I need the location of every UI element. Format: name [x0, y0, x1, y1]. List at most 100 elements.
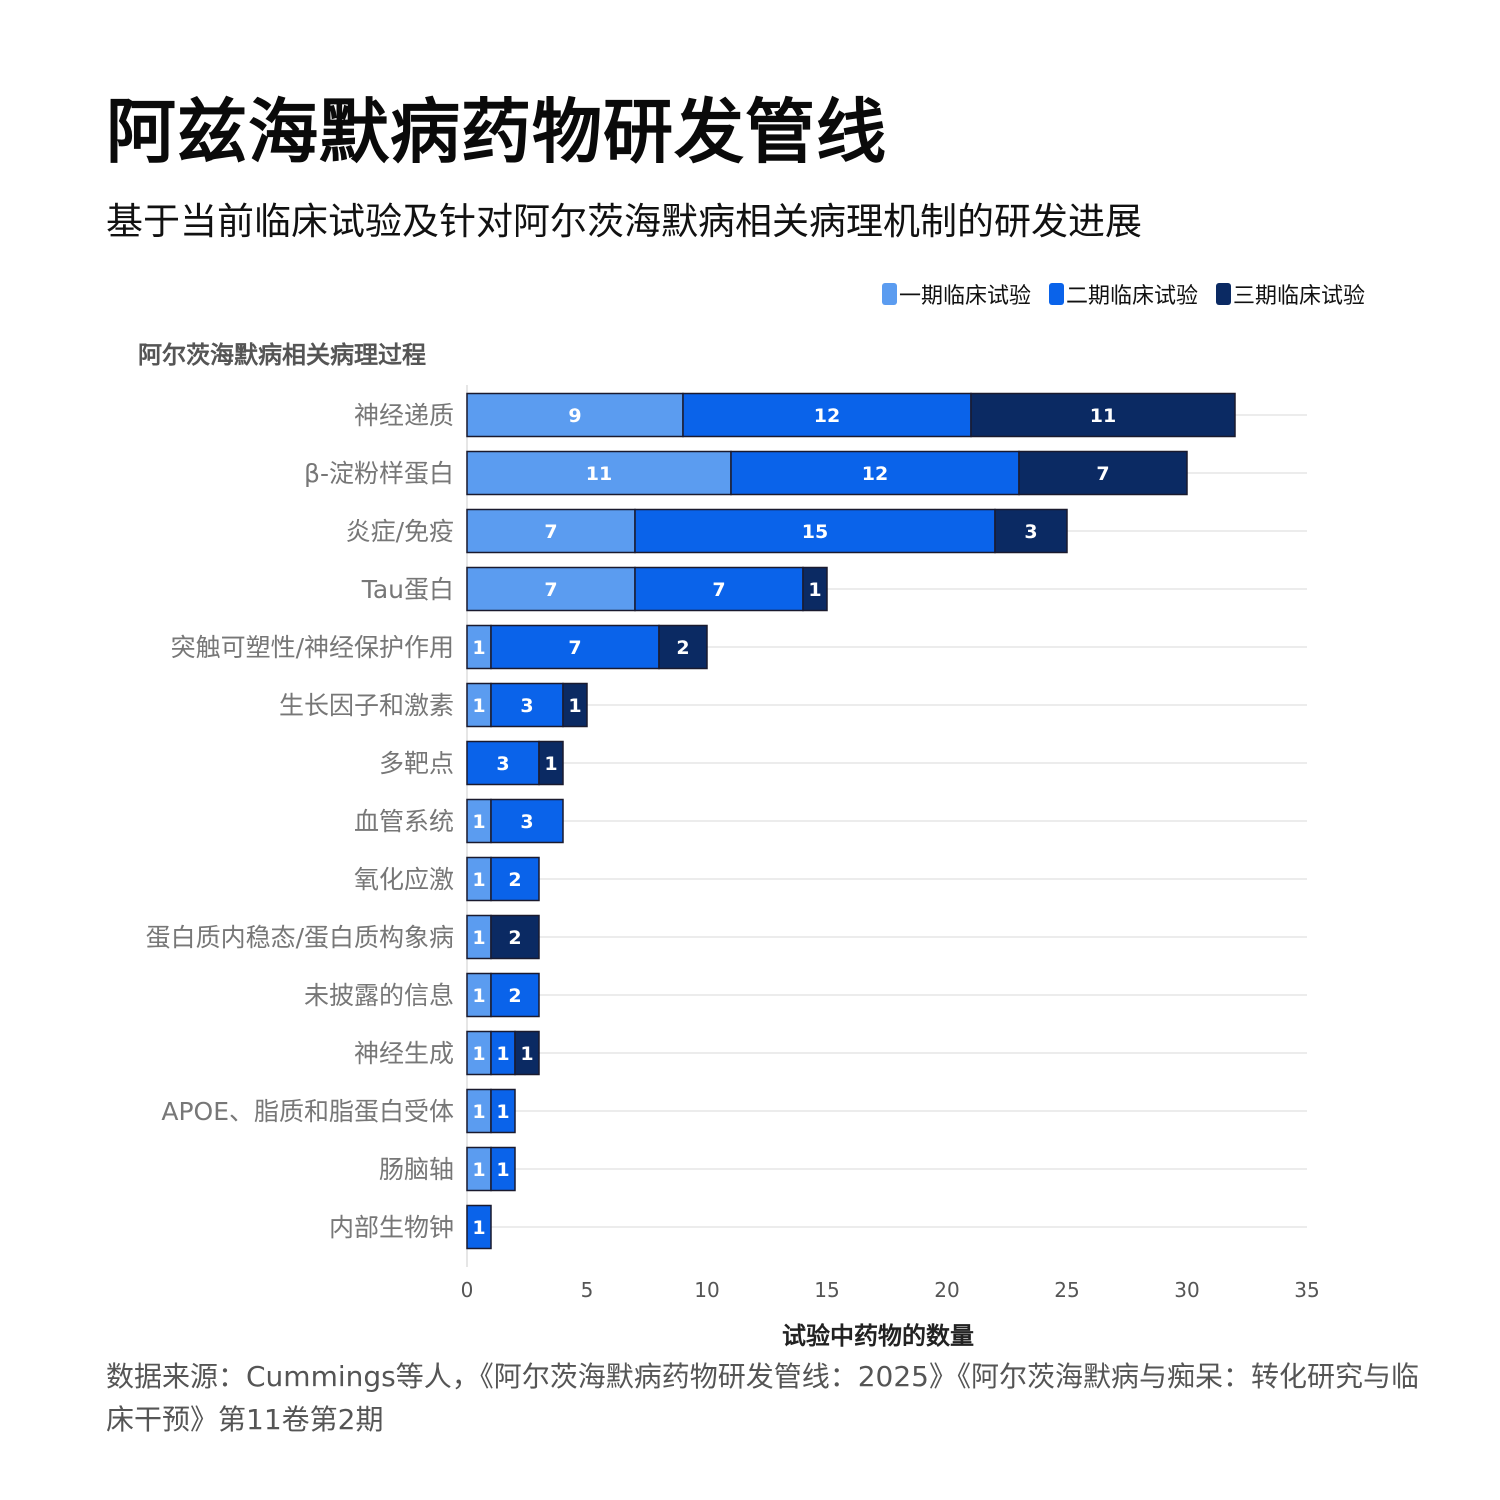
category-label-8: 氧化应激	[354, 865, 454, 894]
bar-phase3-3	[802, 566, 828, 612]
bar-value-phase2-14: 1	[472, 1217, 485, 1239]
category-label-2: 炎症/免疫	[346, 517, 454, 546]
category-label-1: β-淀粉样蛋白	[304, 459, 454, 488]
x-tick-label-1: 5	[581, 1278, 594, 1302]
bar-phase3-9	[490, 914, 540, 960]
category-label-4: 突触可塑性/神经保护作用	[171, 633, 454, 662]
x-tick-label-2: 10	[694, 1278, 719, 1302]
x-tick-label-3: 15	[814, 1278, 839, 1302]
bar-phase2-0	[682, 392, 972, 438]
bar-value-phase3-2: 3	[1024, 521, 1037, 543]
bar-value-phase3-3: 1	[808, 579, 821, 601]
bar-phase2-4	[490, 624, 660, 670]
category-label-0: 神经递质	[354, 401, 454, 430]
bar-phase1-5	[466, 682, 492, 728]
bar-value-phase1-3: 7	[544, 579, 557, 601]
bar-value-phase2-11: 1	[496, 1043, 509, 1065]
bar-phase2-13	[490, 1146, 516, 1192]
bar-phase1-13	[466, 1146, 492, 1192]
bar-value-phase3-11: 1	[520, 1043, 533, 1065]
bar-value-phase2-5: 3	[520, 695, 533, 717]
x-tick-label-6: 30	[1174, 1278, 1199, 1302]
bar-phase2-3	[634, 566, 804, 612]
category-label-6: 多靶点	[379, 749, 454, 778]
bar-value-phase1-1: 11	[586, 463, 612, 485]
bar-value-phase1-9: 1	[472, 927, 485, 949]
bar-phase3-0	[970, 392, 1236, 438]
bar-value-phase2-1: 12	[862, 463, 888, 485]
bar-phase1-3	[466, 566, 636, 612]
bar-value-phase1-0: 9	[568, 405, 581, 427]
bar-phase1-0	[466, 392, 684, 438]
bar-value-phase3-6: 1	[544, 753, 557, 775]
bar-value-phase3-1: 7	[1096, 463, 1109, 485]
bar-value-phase3-4: 2	[676, 637, 689, 659]
legend-swatch-phase3	[1215, 283, 1231, 305]
bar-value-phase2-10: 2	[508, 985, 521, 1007]
x-tick-label-4: 20	[934, 1278, 959, 1302]
category-label-7: 血管系统	[354, 807, 454, 836]
bar-value-phase2-7: 3	[520, 811, 533, 833]
bar-value-phase3-0: 11	[1090, 405, 1116, 427]
bar-value-phase2-2: 15	[802, 521, 828, 543]
legend: 一期临床试验 二期临床试验 三期临床试验	[881, 278, 1365, 310]
bar-value-phase1-11: 1	[472, 1043, 485, 1065]
bar-phase1-2	[466, 508, 636, 554]
legend-swatch-phase2	[1048, 283, 1064, 305]
bar-value-phase1-10: 1	[472, 985, 485, 1007]
bar-phase1-4	[466, 624, 492, 670]
bar-phase1-8	[466, 856, 492, 902]
bar-phase3-4	[658, 624, 708, 670]
chart-subtitle: 基于当前临床试验及针对阿尔茨海默病相关病理机制的研发进展	[106, 200, 1142, 243]
category-label-13: 肠脑轴	[379, 1155, 454, 1184]
bar-phase2-8	[490, 856, 540, 902]
bar-phase2-12	[490, 1088, 516, 1134]
bar-value-phase1-5: 1	[472, 695, 485, 717]
bar-value-phase1-2: 7	[544, 521, 557, 543]
bar-value-phase2-13: 1	[496, 1159, 509, 1181]
bar-value-phase3-5: 1	[568, 695, 581, 717]
bar-phase1-10	[466, 972, 492, 1018]
chart-title: 阿兹海默病药物研发管线	[106, 91, 887, 173]
category-label-14: 内部生物钟	[329, 1213, 454, 1242]
bar-phase2-10	[490, 972, 540, 1018]
bar-value-phase1-4: 1	[472, 637, 485, 659]
x-tick-label-0: 0	[461, 1278, 474, 1302]
legend-label-phase2: 二期临床试验	[1065, 284, 1198, 309]
bar-value-phase2-3: 7	[712, 579, 725, 601]
bar-value-phase1-8: 1	[472, 869, 485, 891]
x-tick-label-5: 25	[1054, 1278, 1079, 1302]
bar-value-phase1-7: 1	[472, 811, 485, 833]
legend-swatch-phase1	[881, 283, 897, 305]
bar-phase3-2	[994, 508, 1068, 554]
legend-item-phase3: 三期临床试验	[1215, 278, 1365, 310]
legend-item-phase2: 二期临床试验	[1048, 278, 1198, 310]
y-axis-title: 阿尔茨海默病相关病理过程	[138, 341, 426, 369]
bar-value-phase2-0: 12	[814, 405, 840, 427]
bar-value-phase3-9: 2	[508, 927, 521, 949]
bar-phase2-1	[730, 450, 1020, 496]
bar-phase3-6	[538, 740, 564, 786]
bar-value-phase2-6: 3	[496, 753, 509, 775]
bar-phase3-1	[1018, 450, 1188, 496]
legend-label-phase3: 三期临床试验	[1232, 284, 1365, 309]
bar-value-phase2-8: 2	[508, 869, 521, 891]
bar-phase2-7	[490, 798, 564, 844]
category-label-9: 蛋白质内稳态/蛋白质构象病	[146, 923, 454, 952]
data-source-note: 数据来源：Cummings等人，《阿尔茨海默病药物研发管线：2025》《阿尔茨海…	[106, 1360, 1419, 1437]
category-label-5: 生长因子和激素	[279, 691, 454, 720]
category-label-3: Tau蛋白	[361, 575, 454, 604]
legend-item-phase1: 一期临床试验	[881, 278, 1031, 310]
category-label-10: 未披露的信息	[304, 981, 454, 1010]
bar-phase1-12	[466, 1088, 492, 1134]
bar-phase2-14	[466, 1204, 492, 1250]
bar-phase2-2	[634, 508, 996, 554]
bar-phase2-11	[490, 1030, 516, 1076]
legend-label-phase1: 一期临床试验	[898, 284, 1031, 309]
category-label-11: 神经生成	[354, 1039, 454, 1068]
x-tick-label-7: 35	[1294, 1278, 1319, 1302]
bar-value-phase2-12: 1	[496, 1101, 509, 1123]
x-axis-title: 试验中药物的数量	[782, 1322, 974, 1350]
bar-phase3-5	[562, 682, 588, 728]
